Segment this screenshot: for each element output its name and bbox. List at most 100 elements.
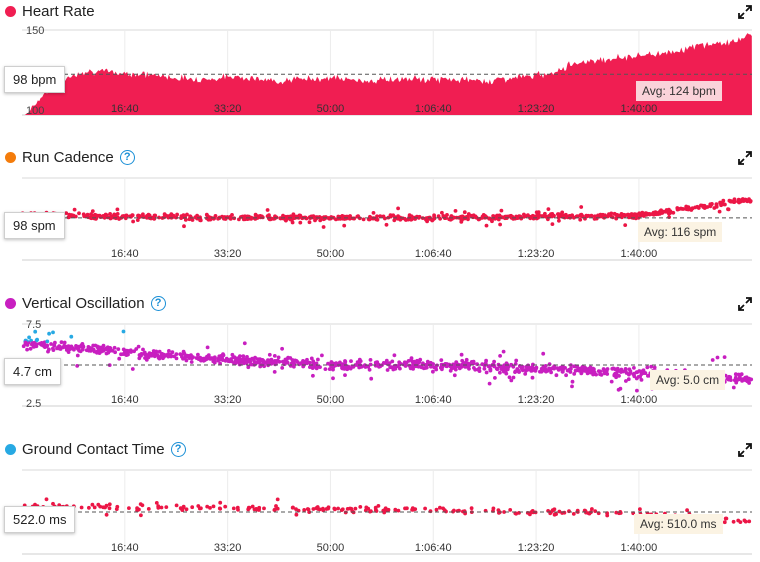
- help-icon[interactable]: ?: [170, 441, 186, 457]
- data-point: [409, 214, 414, 219]
- data-point: [51, 330, 55, 335]
- data-point: [541, 351, 546, 356]
- data-point: [126, 506, 131, 510]
- data-point: [135, 218, 140, 222]
- data-point: [609, 379, 614, 384]
- data-point: [258, 364, 263, 369]
- data-point: [72, 347, 76, 352]
- data-point: [511, 364, 516, 369]
- data-point: [727, 374, 731, 379]
- data-point: [598, 372, 602, 377]
- data-point: [449, 214, 454, 218]
- data-point: [408, 365, 413, 370]
- data-point: [567, 509, 571, 514]
- data-point: [253, 212, 258, 217]
- data-point: [272, 508, 277, 512]
- data-point: [498, 370, 502, 375]
- data-point: [369, 376, 374, 381]
- data-point: [99, 346, 104, 350]
- data-point: [738, 520, 743, 524]
- x-tick-label: 16:40: [111, 248, 139, 260]
- data-point: [91, 343, 96, 348]
- expand-icon[interactable]: [738, 297, 752, 311]
- data-point: [315, 505, 320, 509]
- data-point: [415, 358, 419, 363]
- data-point: [717, 209, 722, 214]
- data-point: [473, 215, 478, 220]
- data-point: [712, 206, 717, 210]
- heart-rate-title: Heart Rate: [22, 2, 95, 20]
- data-point: [552, 507, 557, 512]
- expand-icon[interactable]: [738, 151, 752, 165]
- help-icon[interactable]: ?: [150, 295, 166, 311]
- data-point: [462, 210, 467, 215]
- data-point: [31, 345, 36, 349]
- data-point: [627, 213, 632, 218]
- data-point: [291, 212, 296, 217]
- help-icon[interactable]: ?: [119, 149, 135, 165]
- data-point: [587, 366, 591, 371]
- data-point: [617, 213, 622, 218]
- data-point: [480, 216, 485, 220]
- data-point: [52, 343, 57, 348]
- vertical-oscillation-chart[interactable]: 16:40 33:20 50:00 1:06:40 1:23:20 1:40:00 7.5 2…: [0, 314, 760, 412]
- data-point: [106, 350, 111, 355]
- data-point: [270, 360, 275, 365]
- data-point: [196, 352, 200, 357]
- data-point: [432, 213, 436, 218]
- data-point: [323, 367, 328, 371]
- data-point: [276, 355, 281, 360]
- data-point: [498, 354, 502, 358]
- data-point: [476, 367, 480, 372]
- data-point: [63, 344, 68, 349]
- data-point: [68, 346, 73, 351]
- data-point: [396, 508, 401, 513]
- heart-rate-chart[interactable]: 16:4033:2050:001:06:401:23:201:40:0016:4…: [0, 20, 760, 120]
- data-point: [638, 507, 642, 512]
- data-point: [205, 504, 210, 509]
- data-point: [393, 507, 398, 512]
- data-point: [557, 218, 561, 223]
- vertical-oscillation-title-row: Vertical Oscillation ?: [0, 292, 166, 314]
- status-dot-icon: [5, 151, 16, 163]
- data-point: [526, 367, 530, 372]
- data-point: [150, 352, 155, 357]
- data-point: [488, 367, 493, 372]
- data-point: [292, 216, 297, 220]
- data-point: [28, 346, 33, 351]
- data-point: [175, 212, 180, 217]
- data-point: [183, 214, 188, 218]
- data-point: [51, 501, 55, 506]
- data-point: [471, 215, 475, 220]
- data-point: [643, 211, 648, 215]
- data-point: [115, 212, 120, 216]
- data-point: [406, 217, 411, 222]
- x-tick-label: 16:40: [111, 103, 139, 115]
- average-badge: Avg: 5.0 cm: [650, 370, 726, 390]
- data-point: [108, 212, 112, 216]
- data-point: [179, 216, 184, 220]
- data-point: [189, 353, 193, 358]
- ground-contact-time-chart[interactable]: 16:40 33:20 50:00 1:06:40 1:23:20 1:40:00: [0, 460, 760, 560]
- data-point: [484, 370, 489, 375]
- data-point: [302, 508, 307, 512]
- data-point: [666, 211, 671, 215]
- data-point: [714, 203, 719, 208]
- run-cadence-chart[interactable]: 16:40 33:20 50:00 1:06:40 1:23:20 1:40:00: [0, 168, 760, 266]
- data-point: [623, 368, 628, 373]
- data-point: [120, 214, 125, 218]
- data-point: [421, 361, 425, 366]
- data-point: [715, 355, 720, 360]
- data-point: [403, 506, 407, 511]
- expand-icon[interactable]: [738, 5, 752, 19]
- data-point: [138, 502, 143, 506]
- data-point: [748, 199, 753, 203]
- data-point: [121, 352, 125, 356]
- data-point: [398, 217, 403, 222]
- data-point: [164, 505, 169, 509]
- data-point: [218, 500, 223, 505]
- data-point: [231, 506, 236, 511]
- data-point: [583, 365, 587, 370]
- expand-icon[interactable]: [738, 443, 752, 457]
- data-point: [174, 503, 179, 508]
